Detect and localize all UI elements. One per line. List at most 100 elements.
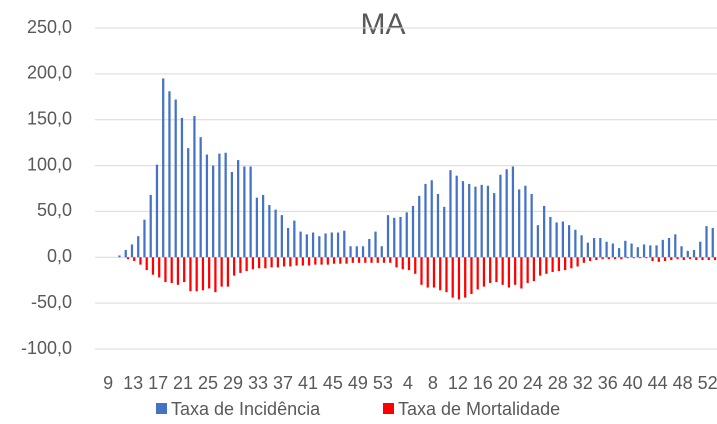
bar	[345, 257, 348, 264]
bar	[499, 174, 502, 258]
bar	[501, 257, 504, 285]
x-tick-label: 20	[498, 373, 518, 393]
bar	[624, 240, 627, 258]
bar	[118, 255, 121, 258]
bar	[199, 137, 202, 258]
bar	[411, 205, 415, 258]
bar	[218, 153, 221, 258]
bar	[567, 225, 571, 258]
bar	[505, 169, 508, 258]
bar	[162, 78, 165, 258]
bar	[137, 236, 140, 258]
bar	[480, 184, 483, 258]
x-tick-label: 25	[198, 373, 218, 393]
bar	[489, 257, 492, 283]
y-tick-label: 150,0	[27, 108, 72, 128]
bar	[711, 227, 714, 258]
bar	[180, 117, 184, 258]
x-tick-label: 45	[323, 373, 343, 393]
x-tick-label: 8	[428, 373, 438, 393]
bar	[168, 91, 171, 258]
x-tick-label: 16	[473, 373, 493, 393]
bar	[139, 257, 142, 265]
bar	[580, 235, 583, 258]
bar	[507, 257, 511, 288]
bar	[187, 148, 190, 258]
bar	[630, 243, 633, 258]
bar	[555, 222, 558, 258]
bar	[201, 257, 205, 291]
bar	[176, 257, 180, 285]
bar	[564, 257, 567, 271]
bar	[339, 257, 342, 264]
bar	[632, 257, 635, 259]
x-tick-label: 44	[648, 373, 668, 393]
bar	[468, 183, 471, 258]
bar	[407, 257, 411, 271]
bar	[432, 257, 436, 288]
bar	[164, 257, 167, 283]
bar	[174, 99, 177, 258]
bar	[674, 234, 677, 258]
bar	[220, 257, 223, 287]
bar	[243, 166, 246, 258]
bar	[170, 257, 173, 283]
bar	[124, 249, 127, 258]
x-tick-label: 17	[148, 373, 168, 393]
x-tick-label: 28	[548, 373, 568, 393]
bar	[361, 246, 365, 258]
bar	[189, 257, 192, 292]
bar	[389, 257, 392, 263]
x-tick-label: 48	[673, 373, 693, 393]
bar	[324, 233, 327, 258]
bar	[526, 257, 529, 283]
bar	[617, 248, 621, 258]
bar	[399, 216, 402, 258]
bar	[511, 166, 515, 258]
bar	[545, 257, 548, 274]
bar	[551, 257, 554, 272]
bar	[268, 205, 271, 258]
legend-label: Taxa de Incidência	[171, 399, 321, 419]
bar	[343, 230, 346, 258]
y-tick-label: -50,0	[31, 292, 72, 312]
bar	[443, 206, 446, 258]
bar	[576, 257, 579, 267]
y-tick-label: 100,0	[27, 154, 72, 174]
bar	[426, 257, 429, 288]
bar	[364, 257, 367, 263]
x-tick-label: 9	[103, 373, 113, 393]
bar	[195, 257, 198, 292]
bar	[212, 165, 215, 258]
x-tick-label: 52	[698, 373, 717, 393]
x-tick-label: 24	[523, 373, 543, 393]
bar	[205, 154, 209, 258]
bar	[289, 257, 292, 267]
bar	[686, 250, 689, 258]
legend-swatch	[156, 403, 167, 414]
bar	[233, 257, 236, 276]
bar	[251, 257, 255, 270]
bar	[601, 257, 604, 260]
bar	[495, 257, 498, 283]
bar	[264, 257, 267, 269]
bar	[326, 257, 329, 265]
bar	[626, 257, 629, 259]
bar	[401, 257, 404, 270]
bar	[133, 257, 136, 261]
bar	[295, 257, 298, 266]
bar	[613, 257, 617, 260]
bar	[514, 257, 517, 285]
legend-label: Taxa de Mortalidade	[398, 399, 560, 419]
bar	[649, 245, 652, 258]
bar	[226, 257, 230, 287]
bar	[599, 238, 602, 258]
bar	[705, 226, 708, 258]
bar	[336, 232, 340, 258]
bar	[607, 257, 610, 260]
bar	[258, 257, 261, 269]
bar	[224, 152, 227, 258]
bar	[582, 257, 585, 263]
bar	[351, 257, 354, 263]
